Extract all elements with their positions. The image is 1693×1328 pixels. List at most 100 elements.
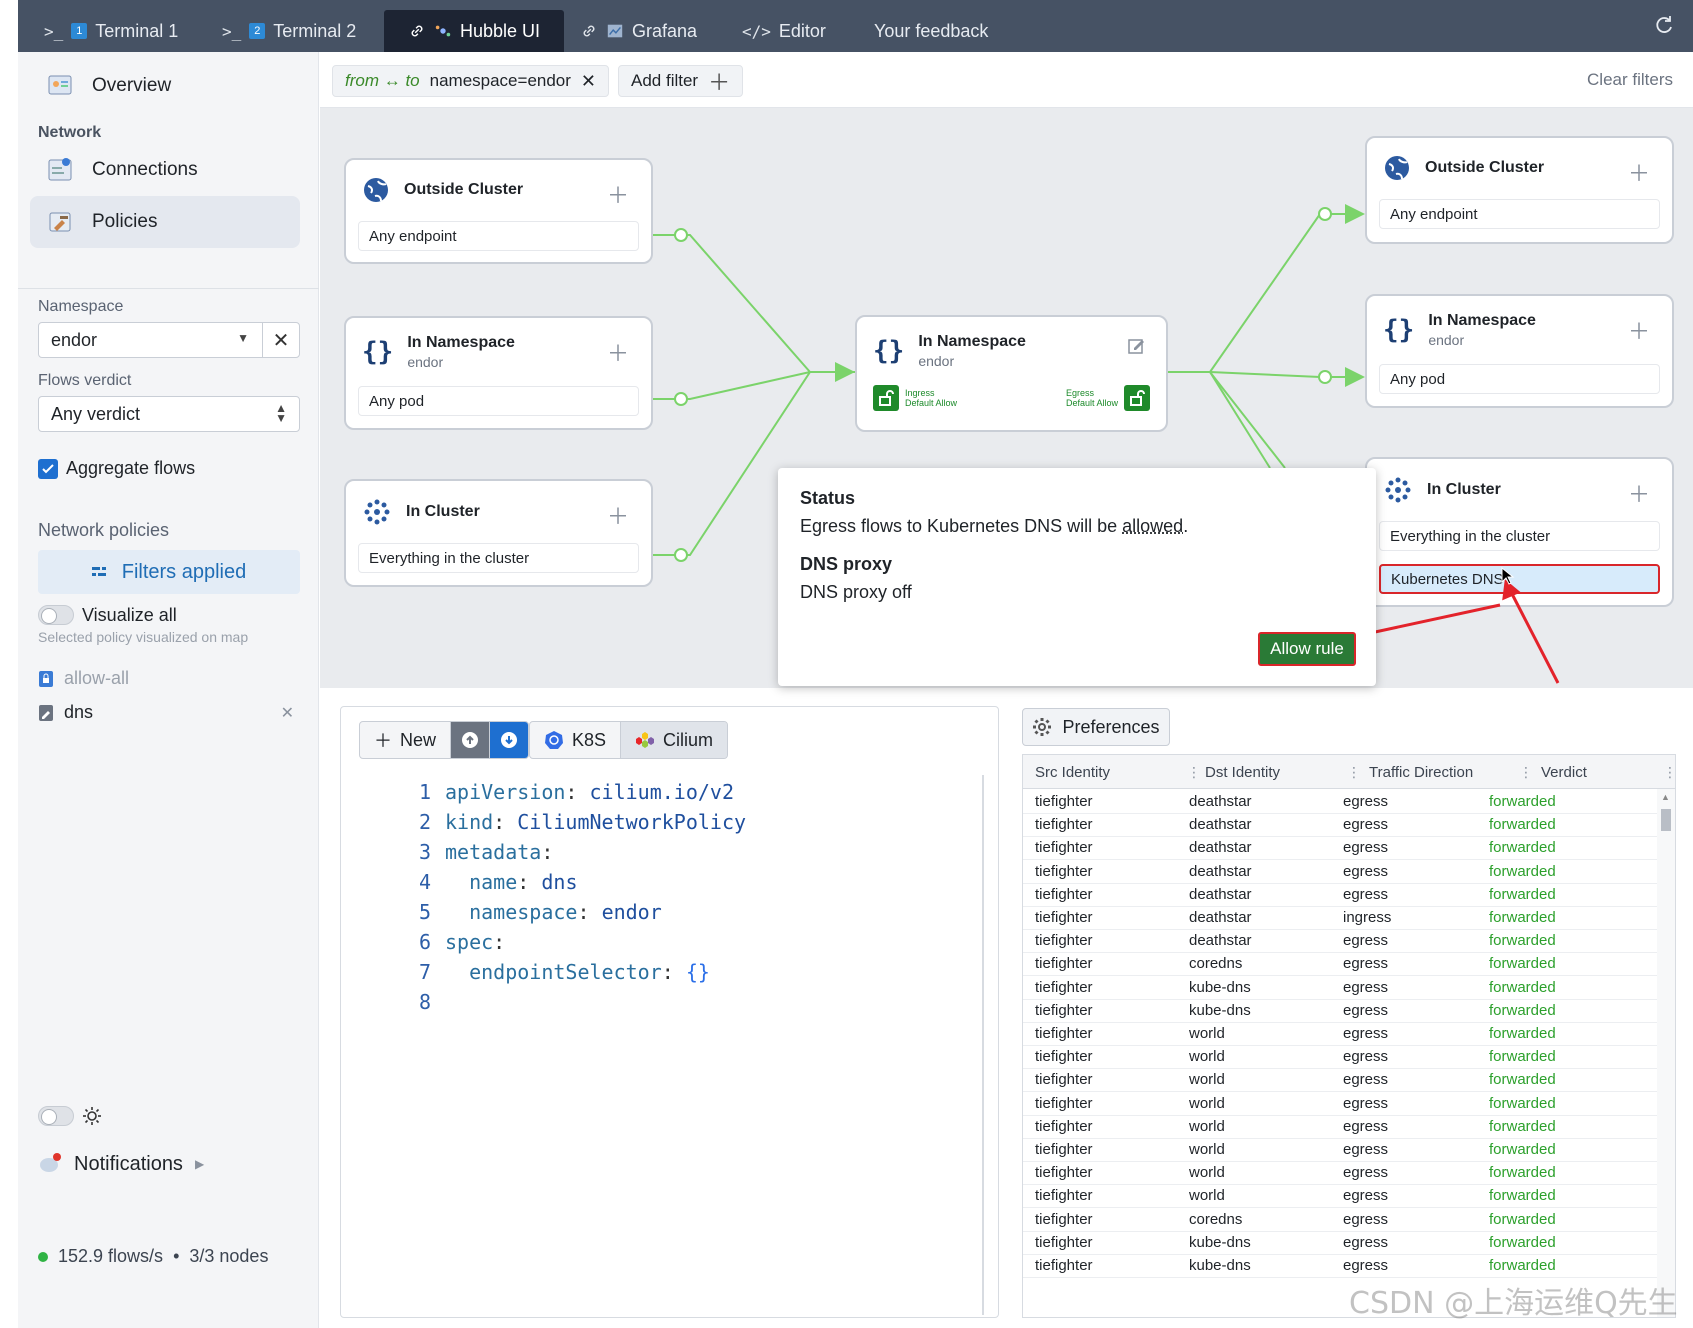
card-row[interactable]: Any pod	[1379, 364, 1660, 394]
scroll-up-icon[interactable]: ▲	[1661, 792, 1670, 802]
sidebar-item-overview[interactable]: Overview	[30, 60, 300, 112]
new-policy-button[interactable]: ＋ New	[360, 722, 452, 758]
code-line[interactable]: 5 namespace: endor	[401, 897, 746, 927]
tab-terminal-2[interactable]: >_ 2 Terminal 2	[222, 10, 356, 52]
clear-filters-link[interactable]: Clear filters	[1587, 70, 1673, 89]
plus-icon[interactable]: ＋	[606, 341, 629, 366]
card-outside-cluster-dest[interactable]: Outside Cluster ＋ Any endpoint	[1365, 136, 1674, 244]
plus-icon[interactable]: ＋	[606, 183, 629, 208]
code-line[interactable]: 6 spec:	[401, 927, 746, 957]
filters-applied-button[interactable]: Filters applied	[38, 550, 300, 594]
code-line[interactable]: 2 kind: CiliumNetworkPolicy	[401, 807, 746, 837]
table-row[interactable]: tiefighter coredns egress forwarded	[1023, 951, 1659, 977]
table-row[interactable]: tiefighter world egress forwarded	[1023, 1067, 1659, 1093]
card-outside-cluster-source[interactable]: Outside Cluster ＋ Any endpoint	[344, 158, 653, 264]
preferences-button[interactable]: Preferences	[1022, 708, 1170, 746]
card-in-namespace-dest[interactable]: {} In Namespace endor ＋ Any pod	[1365, 294, 1674, 408]
column-menu-icon[interactable]: ⋮	[1347, 764, 1361, 780]
table-row[interactable]: tiefighter deathstar egress forwarded	[1023, 859, 1659, 884]
code-line[interactable]: 7 endpointSelector: {}	[401, 957, 746, 987]
allow-rule-button[interactable]: Allow rule	[1258, 632, 1356, 666]
cilium-format-button[interactable]: Cilium	[621, 722, 728, 758]
close-icon[interactable]: ✕	[580, 70, 597, 91]
line-number: 4	[418, 870, 431, 894]
table-row[interactable]: tiefighter kube-dns egress forwarded	[1023, 1253, 1659, 1278]
code-line[interactable]: 3 metadata:	[401, 837, 746, 867]
namespace-clear-button[interactable]: ✕	[262, 322, 300, 358]
table-row[interactable]: tiefighter world egress forwarded	[1023, 1021, 1659, 1046]
add-filter-button[interactable]: Add filter ＋	[618, 65, 744, 97]
column-menu-icon[interactable]: ⋮	[1187, 764, 1201, 780]
plus-icon[interactable]: ＋	[1627, 161, 1650, 186]
edit-icon[interactable]	[1128, 337, 1146, 355]
table-row[interactable]: tiefighter coredns egress forwarded	[1023, 1207, 1659, 1232]
column-menu-icon[interactable]: ⋮	[1519, 764, 1533, 780]
tab-hubble-ui[interactable]: Hubble UI	[384, 10, 565, 52]
table-row[interactable]: tiefighter world egress forwarded	[1023, 1160, 1659, 1186]
table-row[interactable]: tiefighter world egress forwarded	[1023, 1044, 1659, 1070]
card-in-namespace-source[interactable]: {} In Namespace endor ＋ Any pod	[344, 316, 653, 430]
table-row[interactable]: tiefighter deathstar egress forwarded	[1023, 882, 1659, 907]
close-icon[interactable]: ✕	[280, 704, 294, 722]
card-row[interactable]: Any endpoint	[1379, 199, 1660, 229]
filter-direction[interactable]: from ↔ to	[345, 71, 420, 90]
table-row[interactable]: tiefighter kube-dns egress forwarded	[1023, 998, 1659, 1023]
table-row[interactable]: tiefighter deathstar egress forwarded	[1023, 928, 1659, 954]
card-row[interactable]: Everything in the cluster	[1379, 521, 1660, 551]
card-title: In Namespace	[407, 334, 515, 351]
card-row[interactable]: Any endpoint	[358, 221, 639, 251]
table-row[interactable]: tiefighter deathstar egress forwarded	[1023, 812, 1659, 838]
plus-icon[interactable]: ＋	[1627, 319, 1650, 344]
card-row[interactable]: Everything in the cluster	[358, 543, 639, 573]
table-row[interactable]: tiefighter world egress forwarded	[1023, 1137, 1659, 1162]
table-row[interactable]: tiefighter kube-dns egress forwarded	[1023, 975, 1659, 1000]
theme-toggle[interactable]	[38, 1106, 74, 1126]
code-line[interactable]: 8	[401, 987, 746, 1017]
src-identity-cell: tiefighter	[1035, 862, 1093, 880]
card-row-kubernetes-dns[interactable]: Kubernetes DNS	[1379, 564, 1660, 594]
sidebar-item-connections[interactable]: Connections	[30, 144, 300, 196]
notifications-item[interactable]: Notifications ▶	[38, 1152, 204, 1176]
aggregate-flows-checkbox[interactable]	[38, 459, 58, 479]
card-row[interactable]: Any pod	[358, 386, 639, 416]
download-button[interactable]	[490, 722, 529, 758]
code-line[interactable]: 4 name: dns	[401, 867, 746, 897]
policy-item-dns[interactable]: dns ✕	[38, 702, 300, 723]
column-menu-icon[interactable]: ⋮	[1663, 764, 1676, 780]
table-row[interactable]: tiefighter deathstar ingress forwarded	[1023, 905, 1659, 930]
flows-scrollbar[interactable]: ▲	[1657, 789, 1675, 1317]
column-verdict[interactable]: Verdict	[1541, 764, 1587, 781]
plus-icon[interactable]: ＋	[1627, 482, 1650, 507]
tab-terminal-1[interactable]: >_ 1 Terminal 1	[44, 10, 178, 52]
policy-item-allow-all[interactable]: allow-all	[38, 668, 129, 689]
editor-scrollbar[interactable]	[982, 775, 984, 1315]
card-in-cluster-dest[interactable]: In Cluster ＋ Everything in the cluster K…	[1365, 457, 1674, 607]
refresh-icon[interactable]	[1653, 14, 1675, 36]
visualize-all-toggle[interactable]	[38, 605, 74, 625]
sidebar-item-policies[interactable]: Policies	[30, 196, 300, 248]
tab-editor[interactable]: </> Editor	[742, 10, 826, 52]
column-src-identity[interactable]: Src Identity	[1035, 764, 1111, 781]
plus-icon[interactable]: ＋	[606, 504, 629, 529]
tab-your-feedback[interactable]: Your feedback	[874, 10, 988, 52]
code-line[interactable]: 1 apiVersion: cilium.io/v2	[401, 777, 746, 807]
table-row[interactable]: tiefighter deathstar egress forwarded	[1023, 789, 1659, 814]
column-dst-identity[interactable]: Dst Identity	[1205, 764, 1281, 781]
table-row[interactable]: tiefighter kube-dns egress forwarded	[1023, 1230, 1659, 1255]
namespace-select[interactable]: endor ▼	[38, 322, 264, 358]
terminal-icon: >_	[44, 21, 64, 41]
filter-chip[interactable]: from ↔ to namespace=endor ✕	[332, 65, 610, 97]
card-in-cluster-source[interactable]: In Cluster ＋ Everything in the cluster	[344, 479, 653, 587]
column-traffic-direction[interactable]: Traffic Direction	[1369, 764, 1474, 781]
verdict-select[interactable]: Any verdict ▲ ▼	[38, 396, 300, 432]
card-in-namespace-center[interactable]: {} In Namespace endor Ingress Default All…	[855, 315, 1168, 432]
upload-button[interactable]	[451, 722, 491, 758]
k8s-format-button[interactable]: K8S	[530, 722, 622, 758]
tab-grafana[interactable]: Grafana	[580, 10, 697, 52]
table-row[interactable]: tiefighter world egress forwarded	[1023, 1114, 1659, 1139]
table-row[interactable]: tiefighter world egress forwarded	[1023, 1183, 1659, 1209]
yaml-code[interactable]: 1 apiVersion: cilium.io/v2 2 kind: CiliumNe…	[401, 777, 746, 1017]
table-row[interactable]: tiefighter deathstar egress forwarded	[1023, 835, 1659, 861]
scrollbar-thumb[interactable]	[1661, 809, 1671, 831]
table-row[interactable]: tiefighter world egress forwarded	[1023, 1091, 1659, 1116]
